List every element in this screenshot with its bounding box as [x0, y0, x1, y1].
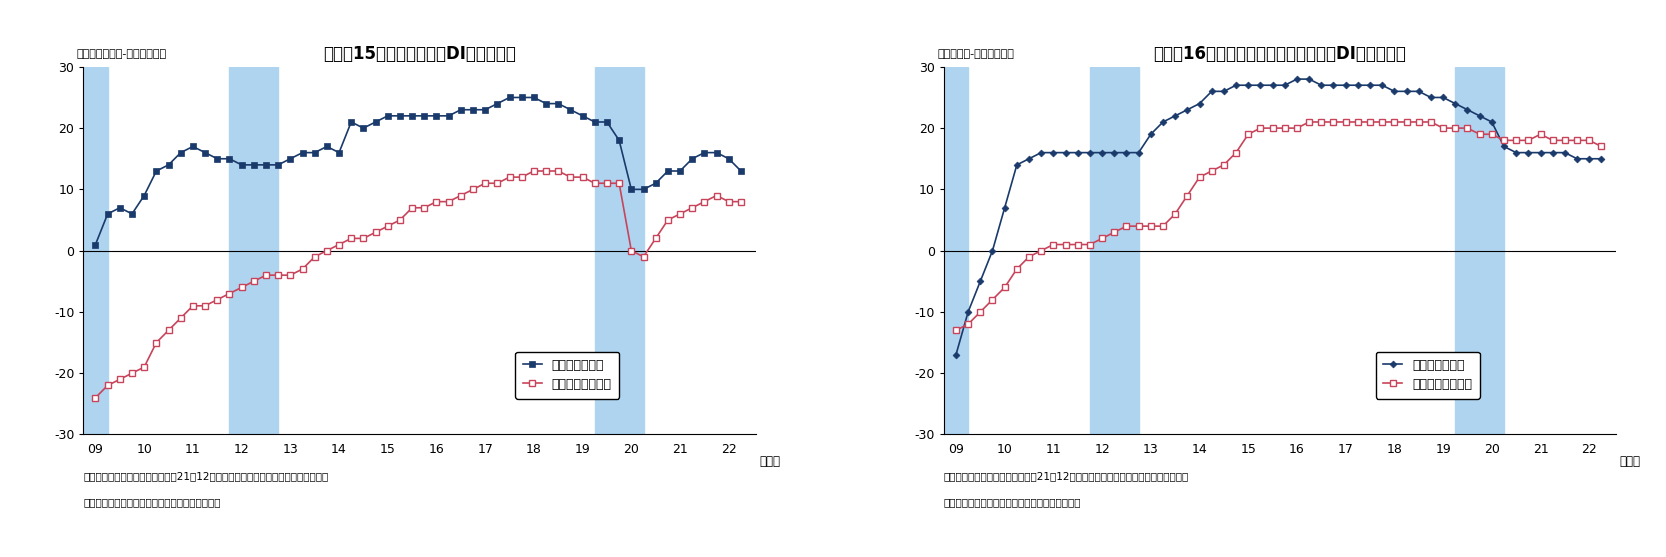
- 中小企業・全産業: [536, 168, 556, 174]
- Text: （注）シャドーは景気後退期間、21年12月調査以降は調査対象見直し後の新ベース: （注）シャドーは景気後退期間、21年12月調査以降は調査対象見直し後の新ベース: [943, 471, 1190, 481]
- 中小企業・全産業: [463, 186, 483, 193]
- Text: （「楽である」-「苦しい」）: （「楽である」-「苦しい」）: [77, 50, 167, 60]
- 中小企業・全産業: [438, 198, 458, 205]
- Bar: [83, 67, 108, 434]
- 大企業・全産業: [1396, 88, 1416, 95]
- Legend: 大企業・全産業, 中小企業・全産業: 大企業・全産業, 中小企業・全産業: [515, 351, 620, 399]
- 大企業・全産業: [195, 149, 215, 156]
- 中小企業・全産業: [1299, 119, 1319, 125]
- 中小企業・全産業: [475, 180, 495, 187]
- Bar: [1090, 67, 1138, 434]
- 大企業・全産業: [1591, 155, 1611, 162]
- 大企業・全産業: [1286, 76, 1306, 82]
- Line: 大企業・全産業: 大企業・全産業: [953, 77, 1604, 357]
- 中小企業・全産業: [946, 327, 966, 334]
- 中小企業・全産業: [195, 302, 215, 309]
- Text: （年）: （年）: [760, 455, 780, 468]
- 大企業・全産業: [85, 241, 105, 248]
- 大企業・全産業: [1311, 82, 1331, 89]
- 大企業・全産業: [500, 94, 520, 101]
- Text: （「緩い」-「厳しい」）: （「緩い」-「厳しい」）: [936, 50, 1015, 60]
- 大企業・全産業: [1348, 82, 1368, 89]
- 大企業・全産業: [438, 113, 458, 119]
- 大企業・全産業: [731, 168, 751, 174]
- Text: （資料）日本銀行「全国企業短期経済観測調査」: （資料）日本銀行「全国企業短期経済観測調査」: [943, 497, 1081, 507]
- 中小企業・全産業: [1591, 143, 1611, 150]
- 中小企業・全産業: [1056, 241, 1076, 248]
- 中小企業・全産業: [1311, 119, 1331, 125]
- Text: （年）: （年）: [1619, 455, 1641, 468]
- 大企業・全産業: [463, 106, 483, 113]
- Line: 大企業・全産業: 大企業・全産業: [93, 95, 743, 247]
- 中小企業・全産業: [1396, 119, 1416, 125]
- Line: 中小企業・全産業: 中小企業・全産業: [93, 168, 743, 400]
- Title: （図表15）資金繰り判断DI（全産業）: （図表15）資金繰り判断DI（全産業）: [323, 45, 516, 62]
- 大企業・全産業: [946, 351, 966, 358]
- 中小企業・全産業: [330, 241, 350, 248]
- 大企業・全産業: [1190, 100, 1210, 107]
- 中小企業・全産業: [1348, 119, 1368, 125]
- 大企業・全産業: [1336, 82, 1356, 89]
- 大企業・全産業: [1056, 149, 1076, 156]
- 中小企業・全産業: [523, 168, 543, 174]
- Bar: [943, 67, 968, 434]
- 大企業・全産業: [536, 100, 556, 107]
- Line: 中小企業・全産業: 中小企業・全産業: [953, 119, 1604, 333]
- 中小企業・全産業: [1336, 119, 1356, 125]
- Text: （資料）日本銀行「全国企業短期経済観測調査」: （資料）日本銀行「全国企業短期経済観測調査」: [83, 497, 222, 507]
- 大企業・全産業: [475, 106, 495, 113]
- Bar: [1456, 67, 1504, 434]
- Text: （注）シャドーは景気後退期間、21年12月調査以降は調査対象見直し後の新ベース: （注）シャドーは景気後退期間、21年12月調査以降は調査対象見直し後の新ベース: [83, 471, 328, 481]
- 中小企業・全産業: [85, 394, 105, 401]
- Bar: [595, 67, 643, 434]
- Title: （図表16）　金融機関の貸出態度判断DI（全産業）: （図表16） 金融機関の貸出態度判断DI（全産業）: [1153, 45, 1406, 62]
- Bar: [230, 67, 278, 434]
- 大企業・全産業: [330, 149, 350, 156]
- 中小企業・全産業: [1190, 174, 1210, 180]
- 中小企業・全産業: [731, 198, 751, 205]
- Legend: 大企業・全産業, 中小企業・全産業: 大企業・全産業, 中小企業・全産業: [1376, 351, 1479, 399]
